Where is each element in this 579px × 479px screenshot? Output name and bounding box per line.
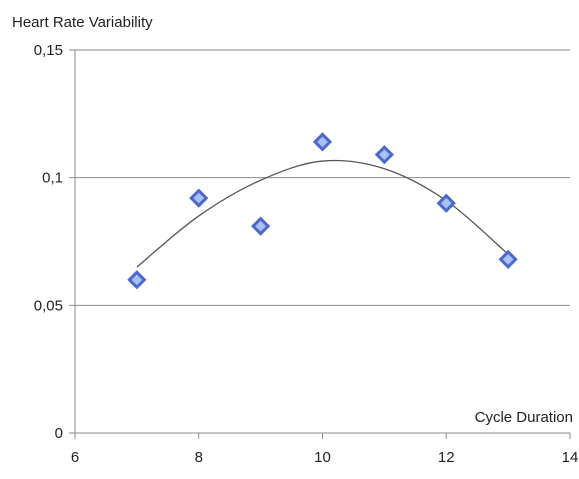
data-point [312,132,333,152]
axes [69,49,571,439]
x-tick-label: 12 [438,449,455,466]
data-point [374,145,394,165]
x-axis-title: Cycle Duration [475,409,573,426]
grid-lines [75,49,570,306]
y-tick-label: 0,1 [42,170,63,187]
data-points [127,132,518,290]
data-point [436,193,456,213]
data-point [498,249,518,269]
data-point [251,216,271,236]
y-axis-title: Heart Rate Variability [12,14,153,31]
y-tick-label: 0,15 [34,42,63,59]
x-tick-label: 8 [195,449,203,466]
x-tick-label: 6 [71,449,79,466]
data-point [189,188,209,208]
x-tick-label: 10 [314,449,331,466]
tick-labels: 0 0,05 0,1 0,15 6 8 10 12 14 [34,42,579,466]
y-tick-label: 0 [55,425,63,442]
y-tick-label: 0,05 [34,297,63,314]
trendline [136,159,509,268]
x-tick-label: 14 [562,449,579,466]
data-point [127,270,147,290]
